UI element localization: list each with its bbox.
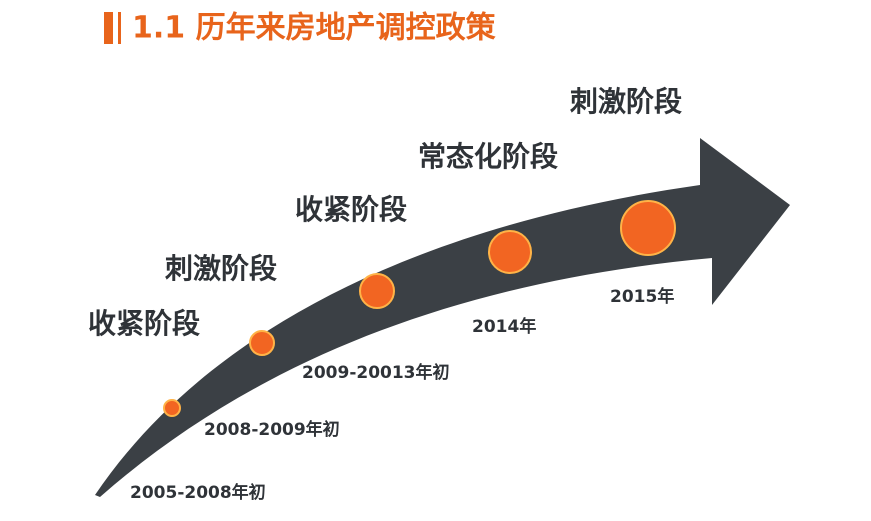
stage-dot [163,399,181,417]
title: 1.1 历年来房地产调控政策 [132,11,496,46]
stage-dot [488,230,532,274]
stage-period: 2014年 [472,316,536,337]
stage-label: 刺激阶段 [570,85,682,118]
stage-period: 2009-20013年初 [302,362,450,383]
stage-label: 收紧阶段 [88,307,200,340]
stage-label: 常态化阶段 [418,140,558,173]
stage-period: 2015年 [610,286,674,307]
title-marker [118,12,121,44]
stage-label: 收紧阶段 [295,193,407,226]
stage-label: 刺激阶段 [165,252,277,285]
stage-period: 2008-2009年初 [204,419,340,440]
title-marker [104,12,113,44]
stage-dot [249,330,275,356]
timeline-arrow [95,138,790,497]
stage-period: 2005-2008年初 [130,482,266,503]
stage-dot [620,200,676,256]
stage-dot [359,273,395,309]
